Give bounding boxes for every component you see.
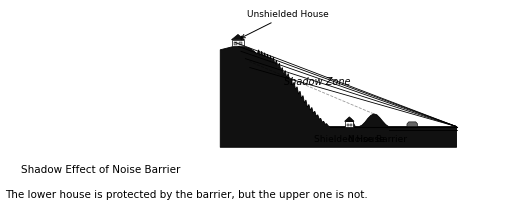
Polygon shape xyxy=(232,40,244,46)
Polygon shape xyxy=(239,42,242,45)
Text: Shielded House: Shielded House xyxy=(314,135,385,144)
Text: Shadow Zone: Shadow Zone xyxy=(284,77,351,87)
Text: The lower house is protected by the barrier, but the upper one is not.: The lower house is protected by the barr… xyxy=(5,190,368,200)
Polygon shape xyxy=(345,121,353,127)
Polygon shape xyxy=(350,124,352,126)
Polygon shape xyxy=(407,122,418,127)
Polygon shape xyxy=(345,117,354,121)
Text: Shadow Effect of Noise Barrier: Shadow Effect of Noise Barrier xyxy=(21,165,180,174)
Polygon shape xyxy=(220,46,457,147)
Polygon shape xyxy=(347,124,349,126)
Text: Noise Barrier: Noise Barrier xyxy=(348,135,407,144)
Text: Unshielded House: Unshielded House xyxy=(242,10,329,38)
Polygon shape xyxy=(234,42,237,45)
Polygon shape xyxy=(241,36,242,40)
Polygon shape xyxy=(231,34,244,40)
